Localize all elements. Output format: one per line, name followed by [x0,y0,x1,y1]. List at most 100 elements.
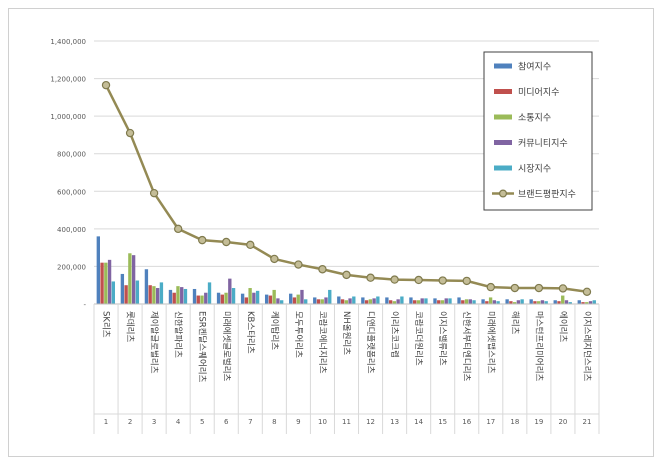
rank-label: 15 [438,418,447,426]
bar [192,288,197,304]
category-label: 신한서부티엔디리츠 [461,311,472,382]
bar [516,300,521,304]
rank-label: 16 [462,418,471,426]
category-label: 제이알글로벌리츠 [149,311,160,374]
line-point [342,270,351,280]
bar [124,285,128,304]
rank-label: 14 [414,418,423,426]
bar [561,295,565,304]
legend-swatch [494,63,512,69]
rank-label: 1 [104,418,108,426]
bar [248,288,252,304]
line-point [534,283,544,293]
bar [313,297,317,304]
bar [272,289,276,304]
bar [509,301,513,304]
line-point [125,128,135,138]
rank-label: 8 [272,418,276,426]
category-label: 마스턴프리미어리츠 [533,311,544,382]
category-label: 미래에셋글로벌리츠 [221,311,232,382]
line-point [101,80,111,90]
bar [520,299,524,304]
category-label: 이지스밸류리츠 [437,311,448,366]
bar [135,280,140,304]
bar [159,282,164,304]
bar [400,296,404,304]
bar [328,289,332,304]
bar [107,259,112,304]
bar [324,297,328,304]
legend-label: 시장지수 [518,164,551,175]
category-label: 신한알파리츠 [173,311,184,358]
chart-frame: - 200,000 400,000 600,000 800,000 1,000,000 1,… [8,8,654,457]
rank-label: 12 [366,418,375,426]
y-axis: - 200,000 400,000 600,000 800,000 1,000,000 1,… [50,38,86,309]
y-tick-label: 400,000 [57,226,86,234]
line-series [101,80,592,296]
bar [388,300,393,304]
bar [361,297,365,304]
bar [457,297,461,304]
category-label: 롯데리츠 [125,311,135,342]
bar [352,296,356,304]
legend-label: 참여지수 [518,61,551,73]
rank-label: 3 [152,418,156,426]
bar [292,297,297,304]
rank-label: 4 [176,418,181,426]
bar [289,293,293,304]
bar [155,288,160,304]
rank-label: 18 [510,418,519,426]
category-label: KB스타리츠 [245,311,255,354]
bar [420,298,424,304]
y-tick-label: 800,000 [57,151,86,159]
line-point [582,287,592,296]
bar [244,297,249,304]
bar [344,300,348,304]
bar [413,300,417,304]
bar [512,302,517,304]
bar [120,273,125,304]
rank-label: 2 [128,418,132,426]
bar [409,297,413,304]
bar [100,262,104,304]
line-point [558,284,568,293]
bar [496,301,500,304]
legend-swatch-marker [499,189,508,198]
bar [568,302,572,304]
bar-series [96,236,596,304]
line-point [318,265,327,274]
bar [529,299,533,304]
bar [396,299,400,304]
bar [553,300,557,304]
rank-label: 13 [390,418,399,426]
y-tick-label: 600,000 [57,188,86,196]
category-label: 디앤디플랫폼리츠 [365,311,376,374]
bar [577,300,581,304]
bar [180,287,184,304]
bar [240,293,245,304]
bar [300,289,304,304]
line-point [390,275,399,284]
rank-label: 20 [558,418,567,426]
bar [204,292,208,304]
category-label: 이리츠코크렙 [389,311,400,358]
bar [585,302,589,304]
bar [433,298,437,304]
bar [533,301,537,304]
line-point [198,235,207,245]
rank-label: 7 [248,418,252,426]
bar [183,288,188,304]
legend-swatch [494,114,512,120]
line-point [462,276,471,286]
bar [492,300,497,304]
bar [316,299,321,304]
bar [128,253,132,304]
category-label: 미래에셋맵스리츠 [485,311,496,374]
y-tick-label: 1,200,000 [50,76,86,84]
bar [304,299,308,304]
bar [111,281,116,304]
category-label: 케이탑리츠 [269,311,280,350]
bar [131,255,136,304]
bar [196,295,200,304]
